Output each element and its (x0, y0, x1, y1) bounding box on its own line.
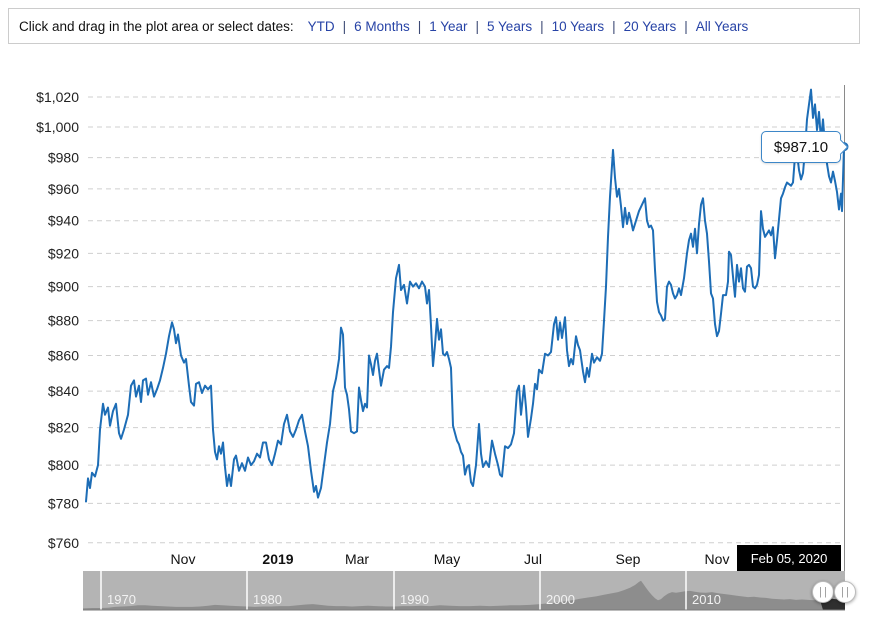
slider-handle-left[interactable]: || (812, 581, 834, 603)
range-link-10-years[interactable]: 10 Years (551, 18, 605, 34)
price-tooltip: $987.10 (761, 131, 849, 163)
range-link-20-years[interactable]: 20 Years (623, 18, 677, 34)
y-tick-label: $880 (48, 313, 79, 329)
slider-handle-right[interactable]: || (834, 581, 856, 603)
y-tick-label: $1,000 (36, 119, 79, 135)
y-tick-label: $900 (48, 279, 79, 295)
y-tick-label: $920 (48, 245, 79, 261)
range-link-all-years[interactable]: All Years (695, 18, 749, 34)
x-tick-label: May (434, 551, 460, 567)
grip-icon: || (819, 585, 829, 598)
link-separator: | (342, 18, 347, 34)
range-link-5-years[interactable]: 5 Years (487, 18, 533, 34)
x-tick-label: Sep (616, 551, 641, 567)
y-tick-label: $940 (48, 213, 79, 229)
decade-label: 1970 (107, 592, 136, 607)
y-tick-label: $760 (48, 535, 79, 551)
link-separator: | (540, 18, 544, 34)
link-separator: | (684, 18, 688, 34)
toolbar-instruction: Click and drag in the plot area or selec… (19, 18, 294, 34)
y-tick-label: $1,020 (36, 89, 79, 105)
link-separator: | (417, 18, 422, 34)
y-tick-label: $980 (48, 150, 79, 166)
decade-label: 2000 (546, 592, 575, 607)
x-tick-label: Jul (524, 551, 542, 567)
price-tooltip-value: $987.10 (773, 138, 829, 156)
range-links: YTD | 6 Months | 1 Year | 5 Years | 10 Years | 20 … (308, 19, 749, 34)
grip-icon: || (841, 585, 851, 598)
y-tick-label: $840 (48, 383, 79, 399)
y-tick-label: $860 (48, 347, 79, 363)
decade-label: 1990 (400, 592, 429, 607)
y-tick-label: $800 (48, 457, 79, 473)
x-tick-label: 2019 (262, 551, 293, 567)
decade-label: 2010 (692, 592, 721, 607)
range-link-ytd[interactable]: YTD (307, 18, 335, 34)
price-line (85, 88, 845, 503)
x-tick-label: Mar (345, 551, 369, 567)
slider-minimap-area (83, 580, 845, 610)
range-toolbar: Click and drag in the plot area or selec… (8, 8, 860, 44)
range-link-1-year[interactable]: 1 Year (429, 18, 468, 34)
y-tick-label: $960 (48, 181, 79, 197)
decade-label: 1980 (253, 592, 282, 607)
x-tick-label: Nov (171, 551, 196, 567)
range-link-6-months[interactable]: 6 Months (354, 18, 410, 34)
link-separator: | (475, 18, 480, 34)
x-tick-label: Nov (705, 551, 730, 567)
plot-area[interactable] (88, 85, 844, 565)
y-tick-label: $780 (48, 495, 79, 511)
date-tooltip: Feb 05, 2020 (737, 545, 841, 571)
y-tick-label: $820 (48, 420, 79, 436)
link-separator: | (612, 18, 616, 34)
